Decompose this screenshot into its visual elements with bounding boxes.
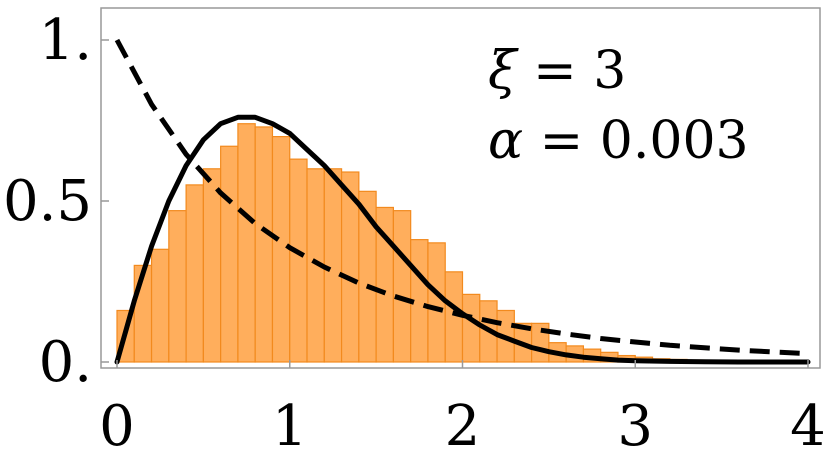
histogram-bar [463,294,480,362]
histogram-bar [221,146,238,362]
histogram-bar [272,137,289,362]
annotation-alpha-symbol: α [488,111,523,171]
y-tick-label: 1. [39,8,92,73]
x-tick-label: 3 [617,394,653,459]
histogram-bar [393,211,410,362]
x-tick-label: 2 [445,394,481,459]
histogram-bar [186,185,203,362]
annotation-xi: ξ = 3 [488,41,626,101]
annotation-block: ξ = 3 α = 0.003 [488,41,749,171]
histogram-bar [203,169,220,362]
histogram-bar [238,124,255,362]
histogram-bar [290,159,307,362]
y-tick-label: 0.5 [3,169,92,234]
histogram-bar [152,249,169,362]
histogram-bar [428,243,445,362]
x-tick-label: 4 [790,394,826,459]
histogram-bar [255,127,272,362]
x-tick-label: 0 [99,394,135,459]
annotation-xi-symbol: ξ [488,41,519,101]
axis-ticks: 0 1 2 3 4 0. 0.5 1. [3,8,826,459]
y-tick-label: 0. [39,330,92,395]
histogram-bar [324,169,341,362]
annotation-alpha: α = 0.003 [488,111,749,171]
x-tick-label: 1 [272,394,308,459]
histogram-bar [169,211,186,362]
annotation-xi-value: = 3 [517,41,627,101]
annotation-alpha-value: = 0.003 [523,111,749,171]
